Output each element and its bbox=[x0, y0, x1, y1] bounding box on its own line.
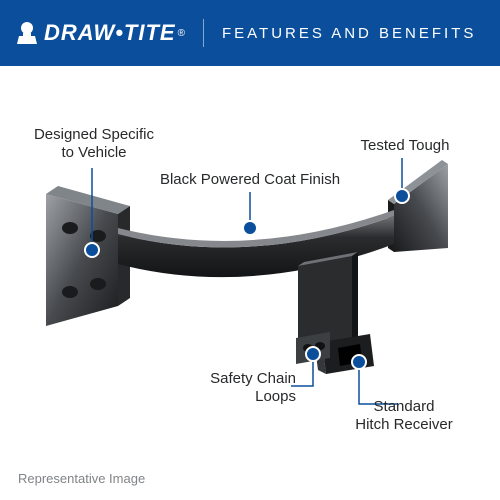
header-tagline: FEATURES AND BENEFITS bbox=[222, 25, 476, 42]
footnote: Representative Image bbox=[18, 471, 145, 486]
registered-mark: ® bbox=[178, 28, 185, 39]
callout-text: Hitch Receiver bbox=[355, 416, 453, 433]
callout-text: Designed Specific bbox=[34, 126, 154, 143]
header-bar: DRAW•TITE ® FEATURES AND BENEFITS bbox=[0, 0, 500, 66]
callout-receiver: Standard Hitch Receiver bbox=[344, 398, 464, 434]
brand-logo: DRAW•TITE ® bbox=[0, 20, 185, 46]
header-divider bbox=[203, 19, 204, 47]
brand-name: DRAW•TITE bbox=[44, 20, 176, 46]
callout-black-finish: Black Powered Coat Finish bbox=[140, 171, 360, 188]
callout-text: Safety Chain bbox=[210, 370, 296, 387]
hitch-ball-icon bbox=[14, 20, 40, 46]
infographic-container: DRAW•TITE ® FEATURES AND BENEFITS bbox=[0, 0, 500, 500]
callout-vehicle-specific: Designed Specific to Vehicle bbox=[24, 126, 164, 162]
callout-text: Loops bbox=[255, 388, 296, 405]
callout-text: Tested Tough bbox=[361, 137, 450, 154]
callout-text: Standard bbox=[374, 398, 435, 415]
callout-text: Black Powered Coat Finish bbox=[160, 171, 340, 188]
callout-tested-tough: Tested Tough bbox=[340, 137, 470, 154]
diagram-area: Designed Specific to Vehicle Tested Toug… bbox=[0, 66, 500, 500]
callout-safety-chain: Safety Chain Loops bbox=[196, 370, 296, 406]
callout-text: to Vehicle bbox=[61, 144, 126, 161]
